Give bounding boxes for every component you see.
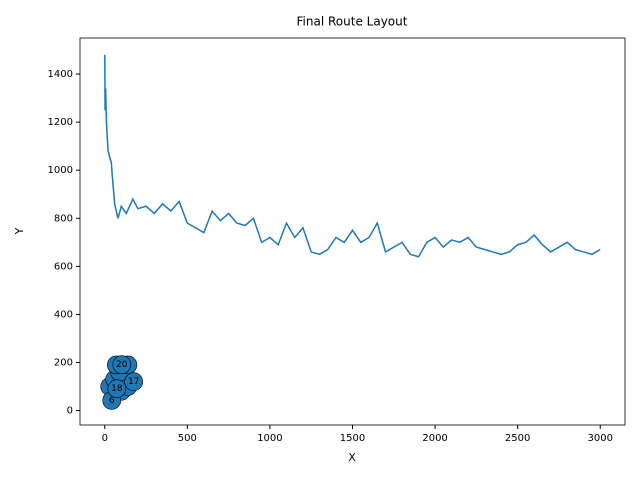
node [112, 355, 132, 374]
y-tick-label: 1200 [48, 117, 73, 128]
x-tick-label: 2000 [422, 433, 447, 444]
x-tick-label: 500 [178, 433, 197, 444]
node [124, 372, 143, 392]
y-tick-label: 800 [54, 213, 73, 224]
x-tick-label: 1500 [340, 433, 365, 444]
y-tick-label: 0 [67, 406, 73, 417]
y-tick-label: 1400 [48, 69, 73, 80]
node-label: 6 [109, 396, 115, 406]
x-tick-label: 0 [102, 433, 108, 444]
x-axis-label: X [348, 451, 356, 464]
node-label: 17 [128, 377, 139, 387]
y-axis-label: Y [13, 227, 26, 235]
node-label: 20 [116, 360, 128, 370]
chart-title: Final Route Layout [297, 15, 408, 29]
node-label: 18 [111, 384, 123, 394]
y-tick-label: 1000 [48, 165, 73, 176]
y-tick-label: 200 [54, 358, 73, 369]
x-tick-label: 1000 [257, 433, 282, 444]
route-line [104, 54, 601, 258]
x-tick-label: 2500 [505, 433, 530, 444]
x-tick-label: 3000 [588, 433, 613, 444]
y-tick-label: 400 [54, 309, 73, 320]
y-tick-label: 600 [54, 261, 73, 272]
node [107, 379, 127, 399]
